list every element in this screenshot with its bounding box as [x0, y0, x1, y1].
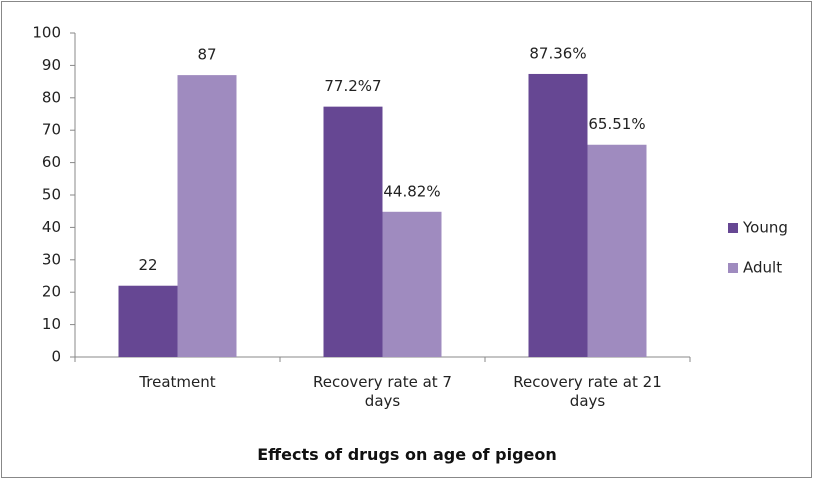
x-tick-label: Treatment — [139, 373, 216, 391]
bar — [382, 211, 442, 357]
data-label: 22 — [138, 256, 157, 274]
bar — [323, 106, 383, 357]
data-label: 65.51% — [588, 115, 645, 133]
data-label: 87 — [197, 46, 216, 64]
x-tick-label: Recovery rate at 7 days — [313, 373, 452, 410]
x-tick-label: Recovery rate at 21 days — [513, 373, 662, 410]
y-tick-label: 80 — [42, 88, 61, 106]
y-tick-label: 40 — [42, 218, 61, 236]
legend-swatch — [728, 223, 738, 233]
bar — [177, 75, 237, 358]
data-label: 77.2%7 — [324, 77, 381, 95]
data-label: 87.36% — [529, 44, 586, 62]
data-label: 44.82% — [383, 182, 440, 200]
y-tick-label: 60 — [42, 153, 61, 171]
y-tick-label: 100 — [32, 24, 61, 42]
y-tick-label: 10 — [42, 315, 61, 333]
bar — [528, 73, 588, 357]
y-tick-label: 30 — [42, 250, 61, 268]
y-tick-label: 50 — [42, 186, 61, 204]
x-axis-title: Effects of drugs on age of pigeon — [257, 445, 557, 464]
bar — [587, 144, 647, 357]
y-tick-label: 0 — [51, 348, 61, 366]
legend-label: Adult — [743, 259, 782, 277]
legend-swatch — [728, 263, 738, 273]
y-tick-label: 70 — [42, 121, 61, 139]
legend-label: Young — [742, 219, 788, 237]
bar — [118, 285, 178, 357]
y-tick-label: 90 — [42, 56, 61, 74]
y-tick-label: 20 — [42, 283, 61, 301]
